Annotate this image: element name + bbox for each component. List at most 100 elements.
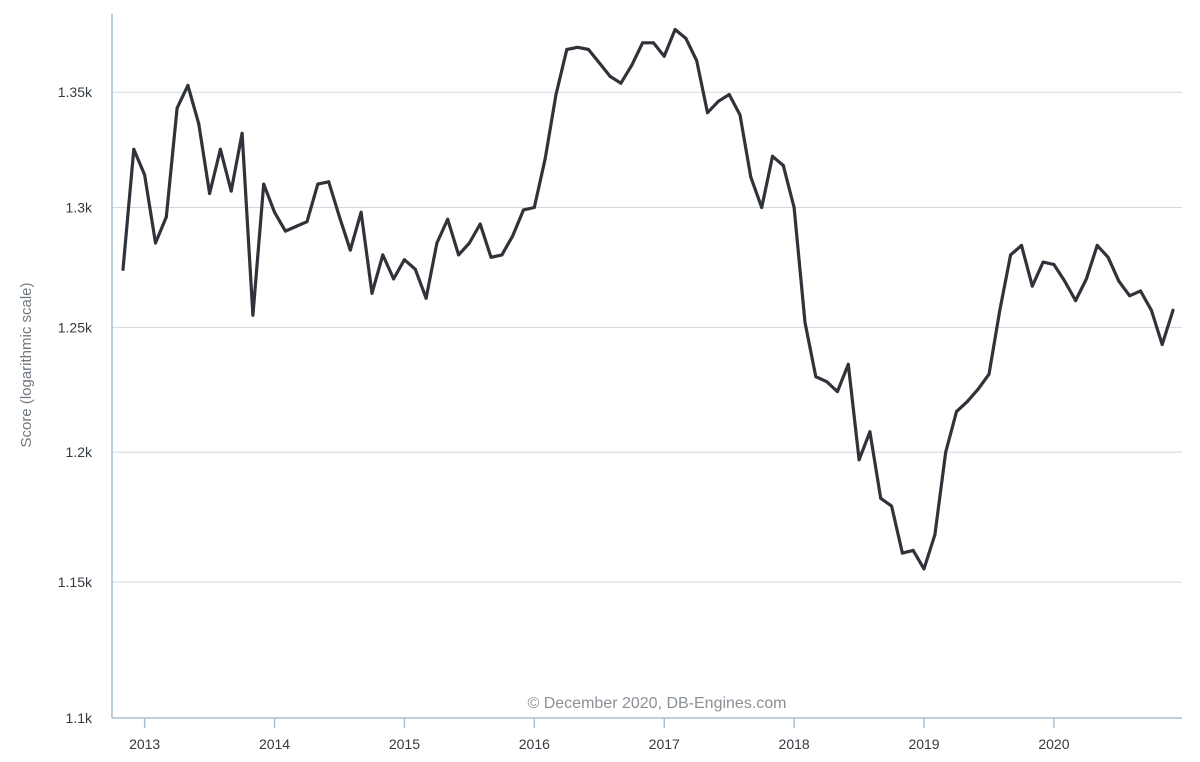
data-point — [240, 131, 244, 135]
data-point — [251, 313, 255, 317]
chart-credit: © December 2020, DB-Engines.com — [527, 695, 786, 712]
data-point — [1106, 255, 1110, 259]
data-point — [543, 157, 547, 161]
data-point — [998, 308, 1002, 312]
data-point — [1117, 279, 1121, 283]
y-tick-label: 1.15k — [58, 574, 93, 590]
data-point — [608, 74, 612, 78]
data-point — [597, 61, 601, 65]
data-point — [911, 548, 915, 552]
x-tick-label: 2020 — [1038, 736, 1069, 752]
x-tick-label: 2013 — [129, 736, 160, 752]
data-point — [402, 258, 406, 262]
data-point — [348, 248, 352, 252]
data-point — [955, 410, 958, 414]
data-point — [781, 164, 785, 167]
data-point — [890, 504, 894, 508]
data-point — [1084, 277, 1088, 281]
x-tick-label: 2017 — [649, 736, 680, 752]
data-point — [716, 99, 720, 103]
data-point — [1139, 289, 1142, 293]
data-point — [944, 450, 948, 454]
data-point — [478, 222, 482, 226]
data-point — [792, 206, 796, 209]
data-point — [467, 241, 471, 245]
data-point — [305, 220, 309, 224]
data-point — [684, 36, 688, 40]
data-point — [749, 175, 753, 179]
data-point — [857, 458, 861, 462]
x-axis-ticks: 2013 2014 2015 2016 2017 2018 2019 2020 — [129, 718, 1070, 752]
data-point — [1052, 263, 1056, 266]
data-point — [186, 83, 190, 87]
y-tick-label: 1.25k — [58, 319, 93, 335]
data-point — [446, 217, 450, 221]
data-point — [338, 215, 341, 219]
x-tick-label: 2018 — [779, 736, 810, 752]
data-point — [760, 206, 764, 209]
data-point — [651, 41, 655, 45]
data-point — [381, 253, 385, 257]
data-point — [316, 182, 320, 186]
data-point — [1128, 294, 1132, 298]
data-point — [976, 387, 980, 391]
data-point — [868, 430, 872, 434]
data-point — [532, 206, 536, 209]
data-point — [500, 253, 504, 257]
data-point — [197, 122, 201, 126]
data-point — [576, 45, 580, 49]
data-point — [1095, 243, 1099, 247]
data-point — [132, 147, 136, 151]
y-axis-title: Score (logarithmic scale) — [18, 282, 35, 447]
data-point — [327, 180, 331, 184]
data-point — [803, 321, 807, 324]
data-point — [554, 93, 558, 96]
series-line — [121, 27, 1175, 571]
data-point — [662, 54, 666, 58]
data-point — [359, 210, 363, 214]
data-point — [229, 189, 233, 193]
data-point — [900, 551, 904, 555]
data-point — [1020, 243, 1023, 247]
data-point — [706, 111, 709, 115]
data-point — [587, 48, 590, 51]
data-point — [273, 210, 276, 214]
y-tick-label: 1.3k — [66, 200, 93, 216]
data-point — [641, 41, 645, 45]
data-point — [738, 113, 742, 117]
data-point — [457, 253, 461, 257]
data-point — [121, 267, 125, 271]
data-point — [825, 380, 829, 384]
data-point — [164, 215, 168, 219]
data-point — [1030, 284, 1034, 288]
data-point — [727, 93, 731, 96]
y-axis-ticks: 1.1k 1.15k 1.2k 1.25k 1.3k 1.35k — [58, 84, 93, 726]
data-point — [619, 81, 623, 85]
data-point — [511, 234, 515, 238]
data-point — [1160, 343, 1164, 346]
data-point — [1149, 308, 1153, 312]
data-point — [673, 28, 677, 31]
y-tick-label: 1.35k — [58, 84, 93, 100]
data-point — [489, 255, 493, 259]
data-point — [522, 208, 525, 212]
data-point — [175, 106, 179, 110]
data-point — [814, 375, 818, 379]
data-point — [630, 63, 634, 67]
data-point — [370, 291, 374, 295]
data-point — [283, 229, 287, 233]
x-tick-label: 2015 — [389, 736, 420, 752]
data-point — [771, 154, 774, 158]
data-point — [435, 241, 439, 245]
data-point — [392, 277, 396, 281]
data-point — [695, 59, 699, 63]
data-point — [424, 296, 428, 300]
data-point — [846, 362, 850, 366]
data-point — [208, 192, 212, 195]
data-point — [262, 182, 266, 186]
data-point — [1009, 253, 1013, 257]
data-points — [121, 28, 1175, 571]
data-point — [1063, 279, 1067, 283]
data-point — [987, 372, 991, 376]
